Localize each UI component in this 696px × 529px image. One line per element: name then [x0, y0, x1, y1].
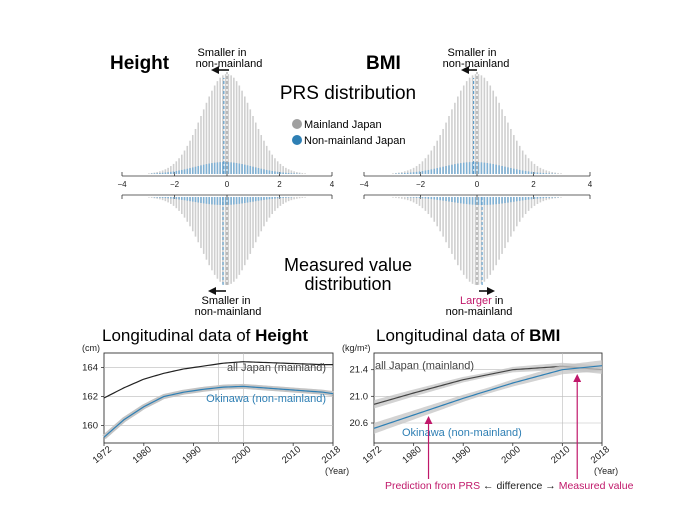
bmi-longitudinal-chart: Longitudinal data of BMI 20.6 21.0 21.4 197…	[342, 326, 618, 479]
height-series-1-label: Okinawa (non-mainland)	[206, 393, 326, 405]
legend-marker-nonmainland	[292, 135, 302, 145]
bmi-series-1-line	[373, 365, 603, 429]
prediction-label: Prediction from PRS	[385, 480, 480, 492]
bmi-series-0-label: all Japan (mainland)	[375, 360, 474, 372]
bmi-plot-frame	[373, 352, 603, 444]
bmi-xtick-label: 1990	[450, 444, 473, 466]
height-ylabel: (cm)	[82, 343, 100, 353]
height-series-0-label: all Japan (mainland)	[227, 362, 326, 374]
measured-distribution-title-line1: Measured value	[284, 255, 412, 275]
bmi-prs-tick-label: −2	[416, 180, 426, 189]
bmi-prs-tick-label: 2	[531, 180, 536, 189]
bmi-measured-note: Larger in non-mainland	[446, 287, 513, 318]
bmi-chart-title-prefix: Longitudinal data of	[376, 326, 529, 345]
height-prs-note-line2: non-mainland	[196, 58, 263, 70]
bmi-xlabel: (Year)	[594, 466, 618, 476]
height-series-0-line	[103, 361, 333, 399]
measured-label: Measured value	[559, 480, 634, 492]
bmi-measured-note-line1: Larger in	[460, 295, 503, 307]
bmi-xtick-label: 2018	[589, 444, 612, 466]
height-series-1-line	[103, 385, 334, 438]
bmi-measured-note-larger: Larger	[460, 295, 492, 307]
bmi-measured-note-line2: non-mainland	[446, 306, 513, 318]
bmi-measured-note-in: in	[492, 295, 504, 307]
height-longitudinal-chart: Longitudinal data of Height 160 162 164 197…	[82, 326, 349, 476]
height-xtick-label: 2018	[320, 444, 343, 466]
bmi-prs-tick-label: 0	[475, 180, 480, 189]
height-prs-tick-label: −4	[117, 180, 127, 189]
distribution-legend: Mainland Japan Non-mainland Japan	[292, 119, 406, 147]
bmi-xtick-label: 2000	[500, 444, 523, 466]
measured-distribution-title-line2: distribution	[304, 274, 391, 294]
bmi-ylabel: (kg/m²)	[342, 343, 371, 353]
height-distribution-plot: −4 −2 0 2 4	[117, 72, 335, 287]
legend-marker-mainland	[292, 119, 302, 129]
bmi-prs-tick-label: 4	[588, 180, 593, 189]
bmi-prs-note-line2: non-mainland	[443, 58, 510, 70]
bmi-prs-note: Smaller in non-mainland	[443, 47, 510, 74]
bmi-series-1-label: Okinawa (non-mainland)	[402, 427, 522, 439]
difference-label: ← difference →	[480, 480, 559, 492]
bmi-prs-note-line1: Smaller in	[448, 47, 497, 59]
bmi-xtick-label: 1972	[361, 444, 384, 466]
prs-difference-annotation: Prediction from PRS ← difference → Measu…	[385, 480, 634, 492]
height-ytick-label: 164	[82, 363, 98, 374]
height-prs-tick-label: 2	[277, 180, 282, 189]
height-prs-tick-label: 0	[225, 180, 230, 189]
bmi-prs-tick-label: −4	[359, 180, 369, 189]
height-chart-title-bold: Height	[255, 326, 308, 345]
height-xtick-label: 1990	[180, 444, 203, 466]
height-xtick-label: 1972	[91, 444, 114, 466]
height-xtick-label: 1980	[131, 444, 154, 466]
height-chart-title: Longitudinal data of Height	[102, 326, 308, 345]
height-xlabel: (Year)	[325, 466, 349, 476]
bmi-xtick-label: 1980	[400, 444, 423, 466]
height-measured-note: Smaller in non-mainland	[195, 287, 262, 318]
height-chart-title-prefix: Longitudinal data of	[102, 326, 255, 345]
height-ytick-label: 160	[82, 421, 98, 432]
height-prs-note-line1: Smaller in	[198, 47, 247, 59]
bmi-xtick-label: 2010	[549, 444, 572, 466]
legend-label-mainland: Mainland Japan	[304, 119, 382, 131]
height-prs-tick-label: 4	[330, 180, 335, 189]
bmi-ytick-label: 20.6	[350, 418, 369, 429]
bmi-distribution-plot: −4 −2 0 2 4	[359, 72, 593, 287]
height-ytick-label: 162	[82, 392, 98, 403]
height-prs-tick-label: −2	[170, 180, 180, 189]
height-prs-note: Smaller in non-mainland	[196, 47, 263, 74]
height-title: Height	[110, 53, 170, 74]
prs-distribution-title: PRS distribution	[280, 83, 416, 104]
bmi-chart-title-bold: BMI	[529, 326, 560, 345]
height-measured-note-line1: Smaller in	[202, 295, 251, 307]
bmi-ytick-label: 21.4	[350, 365, 369, 376]
height-xtick-label: 2000	[230, 444, 253, 466]
bmi-ytick-label: 21.0	[350, 391, 369, 402]
bmi-title: BMI	[366, 53, 401, 74]
legend-label-nonmainland: Non-mainland Japan	[304, 135, 406, 147]
bmi-chart-title: Longitudinal data of BMI	[376, 326, 560, 345]
height-xtick-label: 2010	[280, 444, 303, 466]
height-measured-note-line2: non-mainland	[195, 306, 262, 318]
